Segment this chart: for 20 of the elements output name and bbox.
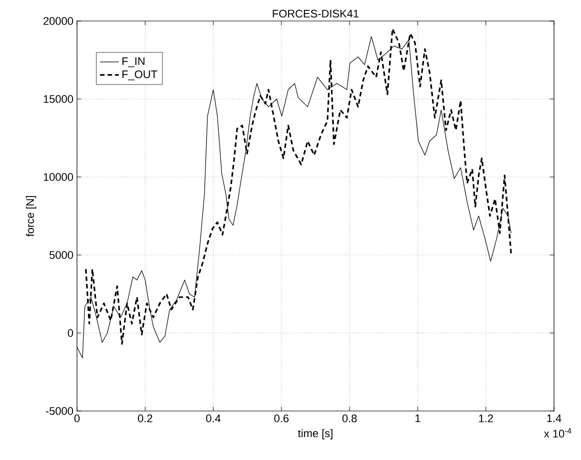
x-tick-label: 0.2 <box>138 414 152 422</box>
y-axis-title: force [N] <box>26 196 36 237</box>
y-tick-label: 20000 <box>44 17 74 25</box>
x-tick-label: 0 <box>74 414 80 422</box>
x-tick-label: 0.8 <box>342 414 357 422</box>
x-tick-label: 0.6 <box>274 414 289 422</box>
y-tick-label: 0 <box>68 329 74 337</box>
text: x 10$^{-4}$ <box>544 428 572 438</box>
legend-label: F_OUT <box>122 70 158 80</box>
y-tick-label: 5000 <box>50 251 74 259</box>
x-tick-label: 1 <box>416 414 420 422</box>
x-tick-label: 1.4 <box>547 414 562 422</box>
y-tick-label: 10000 <box>44 173 74 181</box>
y-tick-label: 15000 <box>44 95 74 103</box>
y-tick-label: -5000 <box>46 407 74 415</box>
chart-title: FORCES-DISK41 <box>272 10 359 18</box>
x-tick-label: 1.2 <box>479 414 493 422</box>
x-tick-label: 0.4 <box>206 414 221 422</box>
legend-label: F_IN <box>122 57 144 68</box>
x-axis-title: time [s] <box>298 429 332 440</box>
